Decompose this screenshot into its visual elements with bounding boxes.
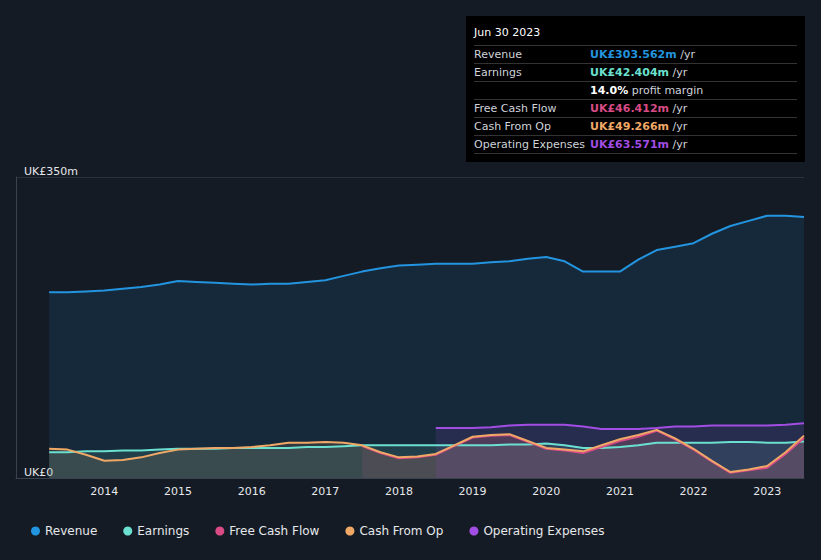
svg-text:Operating Expenses: Operating Expenses xyxy=(483,524,604,538)
html-text:14.0% profit margin: 14.0% profit margin xyxy=(590,84,704,97)
html-text:Cash From Op: Cash From Op xyxy=(474,120,551,133)
html-text:Revenue: Revenue xyxy=(474,48,522,61)
svg-text:2017: 2017 xyxy=(311,485,339,498)
html-text:UK£49.266m /yr: UK£49.266m /yr xyxy=(590,120,688,133)
svg-text:2016: 2016 xyxy=(238,485,266,498)
svg-text:2018: 2018 xyxy=(385,485,413,498)
html-text:UK£303.562m /yr: UK£303.562m /yr xyxy=(590,48,695,61)
svg-text:Cash From Op: Cash From Op xyxy=(359,524,443,538)
html-text:Earnings: Earnings xyxy=(474,66,522,79)
svg-text:Earnings: Earnings xyxy=(137,524,189,538)
html-text:UK£46.412m /yr: UK£46.412m /yr xyxy=(590,102,688,115)
svg-text:UK£0: UK£0 xyxy=(24,466,53,479)
html-text:Jun 30 2023: Jun 30 2023 xyxy=(474,26,541,39)
svg-text:2020: 2020 xyxy=(532,485,560,498)
html-text:UK£42.404m /yr: UK£42.404m /yr xyxy=(590,66,688,79)
svg-text:2021: 2021 xyxy=(606,485,634,498)
html-text:UK£63.571m /yr: UK£63.571m /yr xyxy=(590,138,688,151)
svg-text:UK£350m: UK£350m xyxy=(24,165,78,178)
svg-text:2023: 2023 xyxy=(753,485,781,498)
svg-text:2014: 2014 xyxy=(90,485,118,498)
svg-text:2019: 2019 xyxy=(459,485,487,498)
svg-text:2015: 2015 xyxy=(164,485,192,498)
html-text:Operating Expenses: Operating Expenses xyxy=(474,138,585,151)
svg-text:Revenue: Revenue xyxy=(45,524,97,538)
svg-text:Free Cash Flow: Free Cash Flow xyxy=(229,524,319,538)
html-text:Free Cash Flow: Free Cash Flow xyxy=(474,102,557,115)
svg-text:2022: 2022 xyxy=(680,485,708,498)
